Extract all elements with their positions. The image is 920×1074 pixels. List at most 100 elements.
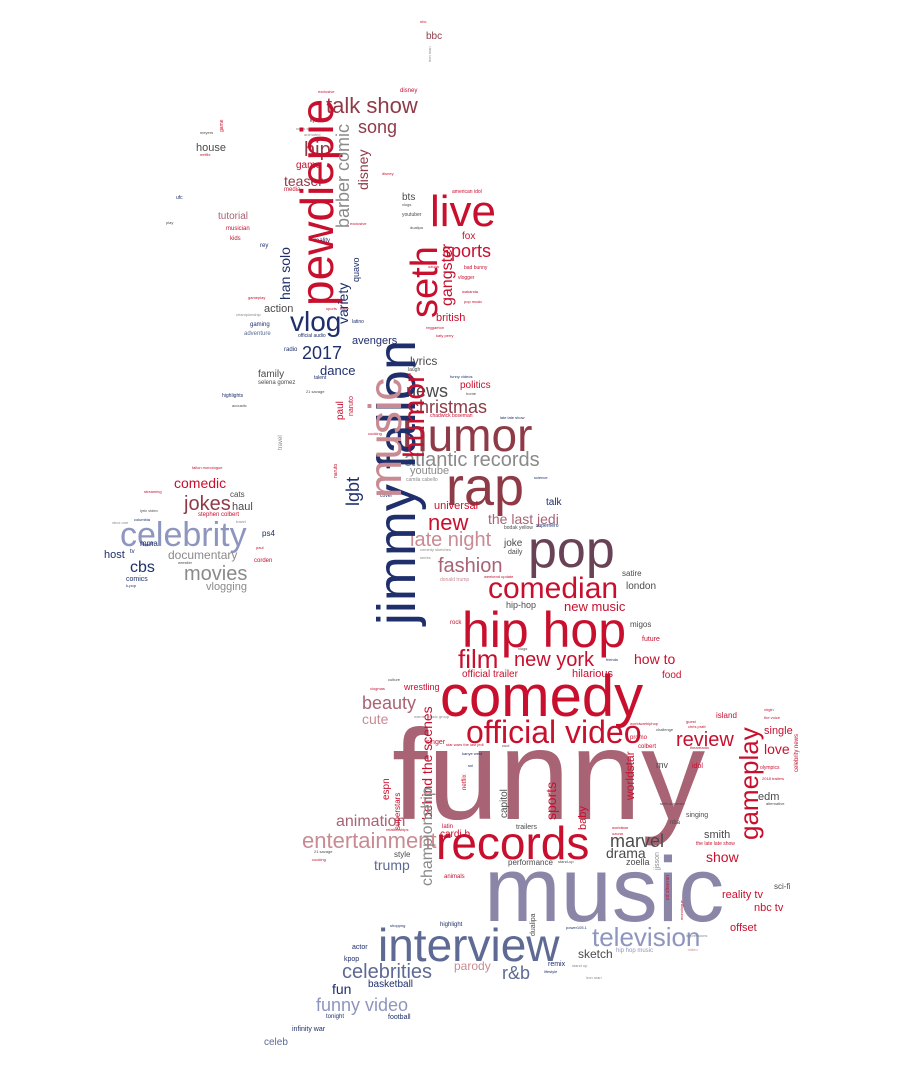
word-friends: paul: [335, 401, 346, 420]
word-lgbt: sports: [326, 306, 337, 311]
word-bts: bts: [402, 192, 416, 203]
word-hip-hop: hip hop: [462, 602, 627, 658]
word-cute: cute: [362, 711, 389, 727]
word-sports: sports: [442, 241, 492, 261]
word-musician: musician: [226, 226, 250, 232]
word-late-late-show: quavo: [351, 257, 361, 282]
word-stand-up-gray: stand up: [572, 963, 588, 968]
word-james-corden: capitol: [499, 789, 510, 818]
word-black-panther: han solo: [277, 247, 293, 300]
word-entertainment-vert: ed sheeran: [665, 874, 671, 900]
word-championship: vlogmas: [370, 686, 385, 691]
word-comedy-sketches: comedy sketches: [420, 547, 451, 552]
word-streaming: streaming: [144, 489, 162, 494]
word-gangsta: nbc: [420, 19, 427, 24]
word-virgin: virgin: [764, 707, 774, 712]
word-reality: reality: [314, 238, 331, 244]
word-highlights: highlights: [222, 393, 244, 399]
word-fun: fun: [332, 981, 352, 997]
word-entertainment: entertainment: [302, 828, 437, 853]
word-live: live: [430, 187, 497, 236]
word-reggaeton: reggaeton: [426, 325, 445, 330]
word-teaser: teaser: [284, 173, 323, 189]
word-dance-gray: video: [688, 947, 698, 952]
word-2018-trailers: 2018 trailers: [762, 776, 785, 781]
word-saturday-night-live: travel: [278, 435, 284, 450]
word-pop-music: pop music: [464, 299, 483, 304]
word-adventure: adventure: [244, 331, 271, 337]
word-comics: comics: [126, 576, 148, 583]
word-universal: universal: [434, 500, 479, 512]
word-vlogging: vlogging: [206, 581, 247, 593]
word-singer: singer: [426, 739, 446, 746]
word-wrestler: wrestler: [178, 560, 193, 565]
word-exclusive: iron man: [427, 46, 432, 62]
word-london: london: [626, 581, 657, 592]
word-chris-pratt: chris pratt: [688, 724, 706, 729]
word-rey: rey: [260, 243, 269, 249]
word-trailers: trailers: [516, 824, 538, 831]
word-hilarious: hilarious: [572, 668, 613, 680]
word-promo: promo: [630, 735, 648, 741]
word-news-gray: funny videos: [450, 374, 473, 379]
word-cooking: dualipa: [410, 225, 423, 230]
word-haul: haul: [232, 501, 253, 513]
word-2017: 2017: [302, 343, 343, 363]
word-will-smith: cooking: [368, 431, 382, 436]
word-satire: satire: [622, 569, 642, 578]
word-shoppng: shoppng: [390, 923, 406, 928]
word-celebrity-news: espn: [381, 778, 392, 800]
word-smoking: friends: [606, 657, 619, 662]
word-stephen-colbert: stephen colbert: [198, 512, 240, 518]
word-science: science: [534, 475, 548, 480]
word-kylo-ren: kylo ren: [310, 118, 328, 124]
word-tonight: tonight: [326, 1014, 345, 1020]
word-game: game: [296, 160, 322, 171]
word-animals: animals: [444, 874, 465, 880]
word-kids: kids: [230, 236, 241, 242]
word-lyric-video: lyric video: [140, 508, 158, 513]
word-ps4: ps4: [262, 529, 275, 538]
word-guest: guest: [686, 719, 696, 724]
word-radio: radio: [284, 347, 298, 353]
word-nbc: gangster: [439, 243, 456, 306]
word-ozuna: disney: [400, 88, 418, 94]
word-cbs: cbs: [130, 559, 155, 576]
word-fallon-monologue: fallon monologue: [192, 465, 223, 470]
word-bbc: bbc: [426, 31, 443, 42]
word-vlog: vlog: [290, 306, 342, 337]
word-jimmy-fallon: naruto: [348, 396, 355, 416]
word-singing: singing: [686, 812, 709, 819]
word-records: records: [436, 817, 590, 869]
word-media: media: [284, 187, 301, 193]
word-hip-hop-music: hip hop music: [616, 948, 654, 954]
word-warner-music: 21 savage: [314, 849, 333, 854]
word-official-audio: official audio: [298, 333, 326, 339]
word-series: series: [420, 555, 431, 560]
word-drama: drama: [606, 845, 646, 861]
word-xbox-one: xbox one: [112, 520, 129, 525]
word-comedy: comedy: [440, 664, 644, 729]
word-show: show: [706, 849, 739, 865]
word-corden: corden: [254, 558, 273, 564]
word-single: single: [764, 725, 793, 737]
word-nba: nba: [670, 820, 681, 826]
word-football: football: [388, 1014, 411, 1021]
word-hip: hip: [304, 139, 331, 161]
word-pop: pop: [528, 521, 615, 579]
word-island: island: [716, 711, 737, 720]
word-snl: selena gomez: [258, 380, 296, 386]
word-challenge: selena gomez: [660, 801, 685, 806]
word-baby: worldwarhiphop: [630, 721, 659, 726]
word-marvel: marvel: [610, 831, 665, 851]
word-new-york: new york: [514, 649, 595, 671]
word-lifestyle: naruto: [333, 463, 339, 478]
word-latin: latin: [442, 824, 454, 830]
word-famous: sports: [543, 781, 559, 820]
word-animation: animation: [336, 813, 406, 830]
word-celebrity: celebrity: [120, 516, 247, 554]
word-highlight: highlight: [440, 922, 463, 928]
word-vlogmas: cooking: [312, 857, 326, 862]
word-late-night: late night: [410, 529, 492, 551]
word-iron-man: iron man: [586, 975, 602, 980]
